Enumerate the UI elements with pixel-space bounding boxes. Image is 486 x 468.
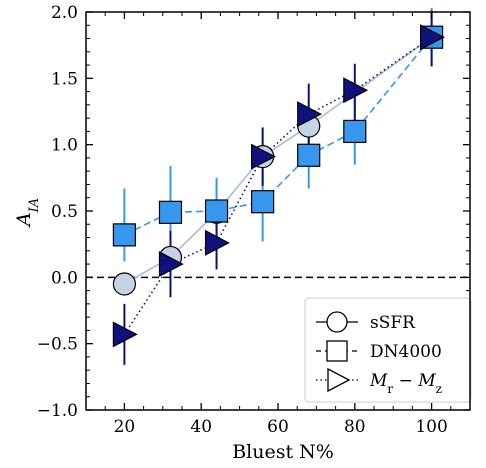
legend-label-dn4000: DN4000 bbox=[370, 342, 442, 362]
point-m-r-m-z bbox=[297, 101, 323, 128]
x-tick-label: 40 bbox=[190, 417, 212, 437]
legend-label-ssfr: sSFR bbox=[370, 313, 416, 333]
point-dn4000 bbox=[204, 199, 229, 223]
point-m-r-m-z bbox=[251, 143, 276, 170]
point-m-r-m-z bbox=[158, 251, 184, 278]
x-axis-label: Bluest N% bbox=[232, 441, 334, 463]
legend-triangle-marker bbox=[327, 367, 351, 393]
y-tick-label: 2.0 bbox=[51, 3, 78, 23]
y-tick-label: 0.5 bbox=[51, 202, 78, 222]
point-dn4000 bbox=[251, 190, 275, 214]
y-axis-label: AIA bbox=[13, 198, 42, 228]
legend-circle-marker bbox=[326, 311, 348, 333]
legend: sSFR DN4000 Mr − Mz bbox=[304, 297, 472, 403]
y-tick-label: 1.5 bbox=[51, 69, 78, 89]
x-axis-label-text: Bluest N% bbox=[232, 441, 334, 463]
point-dn4000 bbox=[158, 200, 183, 224]
y-tick-label: −0.5 bbox=[37, 335, 78, 355]
plot-area bbox=[86, 8, 470, 365]
y-tick-label: 1.0 bbox=[51, 136, 78, 156]
point-m-r-m-z bbox=[343, 77, 369, 104]
point-dn4000 bbox=[343, 119, 367, 144]
x-tick-label: 80 bbox=[344, 417, 366, 437]
x-tick-label: 20 bbox=[114, 417, 136, 437]
point-m-r-m-z bbox=[204, 229, 230, 256]
y-tick-label: −1.0 bbox=[37, 401, 78, 421]
axes-frame bbox=[85, 11, 471, 411]
legend-square-marker bbox=[326, 340, 348, 362]
x-tick-label: 100 bbox=[415, 417, 447, 437]
x-tick-label: 60 bbox=[267, 417, 289, 437]
legend-item-ssfr: sSFR bbox=[316, 311, 416, 333]
legend-item-dn4000: DN4000 bbox=[316, 340, 442, 362]
point-m-r-m-z bbox=[420, 24, 445, 51]
y-tick-label: 0.0 bbox=[51, 268, 78, 288]
point-dn4000 bbox=[297, 143, 321, 167]
legend-item-color: Mr − Mz bbox=[316, 367, 442, 396]
point-m-r-m-z bbox=[112, 321, 138, 348]
legend-label-color: Mr − Mz bbox=[369, 371, 442, 396]
point-ssfr bbox=[112, 272, 137, 296]
point-dn4000 bbox=[112, 223, 137, 247]
